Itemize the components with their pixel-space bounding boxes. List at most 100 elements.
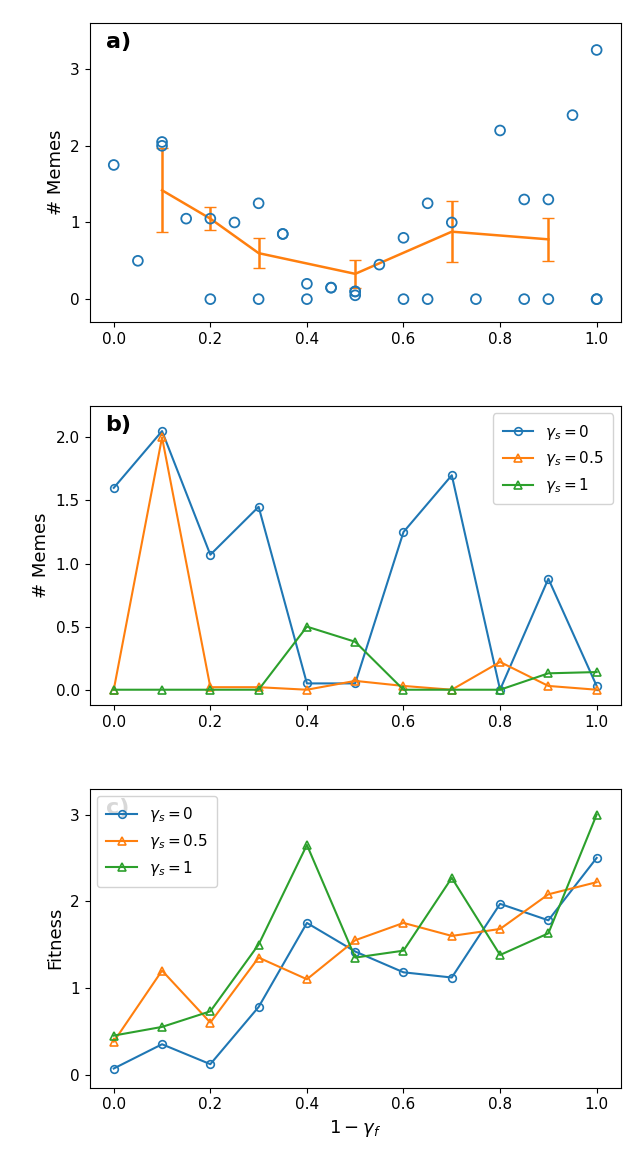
$\gamma_s = 0$ bbox=[207, 547, 214, 561]
$\gamma_s = 0.5$ bbox=[255, 680, 262, 694]
Point bbox=[422, 290, 433, 309]
$\gamma_s = 1$ bbox=[545, 666, 552, 680]
Text: b): b) bbox=[106, 415, 132, 435]
Point bbox=[591, 290, 602, 309]
$\gamma_s = 0.5$ bbox=[545, 887, 552, 901]
$\gamma_s = 1$ bbox=[593, 665, 600, 679]
$\gamma_s = 0$ bbox=[158, 1038, 166, 1052]
$\gamma_s = 0$ bbox=[303, 916, 311, 930]
Point bbox=[519, 290, 529, 309]
$\gamma_s = 1$ bbox=[448, 683, 456, 697]
Point bbox=[398, 290, 408, 309]
$\gamma_s = 0.5$ bbox=[207, 680, 214, 694]
$\gamma_s = 0.5$ bbox=[303, 683, 311, 697]
$\gamma_s = 1$ bbox=[303, 838, 311, 852]
Point bbox=[302, 290, 312, 309]
Point bbox=[157, 133, 167, 152]
$\gamma_s = 0.5$ bbox=[496, 655, 504, 669]
$\gamma_s = 1$ bbox=[158, 1020, 166, 1034]
$\gamma_s = 0.5$ bbox=[399, 679, 407, 693]
$\gamma_s = 1$ bbox=[448, 871, 456, 885]
Point bbox=[568, 106, 578, 125]
$\gamma_s = 0.5$ bbox=[110, 683, 118, 697]
$\gamma_s = 1$ bbox=[496, 948, 504, 961]
$\gamma_s = 1$ bbox=[110, 1029, 118, 1042]
X-axis label: $1 - \gamma_f$: $1 - \gamma_f$ bbox=[329, 1118, 381, 1138]
$\gamma_s = 0$ bbox=[110, 1062, 118, 1076]
Y-axis label: # Memes: # Memes bbox=[47, 130, 65, 215]
$\gamma_s = 0.5$ bbox=[351, 673, 359, 687]
$\gamma_s = 0.5$ bbox=[399, 916, 407, 930]
$\gamma_s = 0.5$ bbox=[351, 934, 359, 948]
Point bbox=[109, 156, 119, 175]
$\gamma_s = 0.5$ bbox=[110, 1034, 118, 1048]
$\gamma_s = 0$ bbox=[110, 481, 118, 495]
$\gamma_s = 0$ bbox=[399, 525, 407, 539]
Point bbox=[471, 290, 481, 309]
$\gamma_s = 0$ bbox=[351, 944, 359, 958]
$\gamma_s = 0$ bbox=[399, 965, 407, 979]
$\gamma_s = 0.5$ bbox=[303, 972, 311, 986]
$\gamma_s = 1$ bbox=[255, 937, 262, 951]
$\gamma_s = 0$ bbox=[496, 683, 504, 697]
Point bbox=[543, 290, 554, 309]
$\gamma_s = 0$ bbox=[448, 469, 456, 482]
Line: $\gamma_s = 1$: $\gamma_s = 1$ bbox=[110, 811, 600, 1039]
Line: $\gamma_s = 1$: $\gamma_s = 1$ bbox=[110, 622, 600, 693]
$\gamma_s = 1$ bbox=[207, 1004, 214, 1018]
Point bbox=[326, 279, 336, 297]
Line: $\gamma_s = 0.5$: $\gamma_s = 0.5$ bbox=[110, 878, 600, 1046]
Point bbox=[157, 137, 167, 155]
$\gamma_s = 0$ bbox=[255, 1000, 262, 1014]
Y-axis label: # Memes: # Memes bbox=[32, 513, 50, 598]
$\gamma_s = 0.5$ bbox=[593, 875, 600, 889]
Y-axis label: Fitness: Fitness bbox=[47, 907, 65, 970]
$\gamma_s = 1$ bbox=[158, 683, 166, 697]
Point bbox=[205, 290, 216, 309]
$\gamma_s = 0.5$ bbox=[545, 679, 552, 693]
Text: a): a) bbox=[106, 32, 131, 52]
Point bbox=[278, 224, 288, 243]
Legend: $\gamma_s = 0$, $\gamma_s = 0.5$, $\gamma_s = 1$: $\gamma_s = 0$, $\gamma_s = 0.5$, $\gamm… bbox=[493, 413, 613, 504]
Point bbox=[398, 229, 408, 248]
Point bbox=[350, 282, 360, 301]
$\gamma_s = 1$ bbox=[351, 635, 359, 649]
$\gamma_s = 0$ bbox=[593, 679, 600, 693]
Line: $\gamma_s = 0$: $\gamma_s = 0$ bbox=[110, 854, 600, 1073]
Point bbox=[302, 274, 312, 293]
$\gamma_s = 1$ bbox=[207, 683, 214, 697]
Legend: $\gamma_s = 0$, $\gamma_s = 0.5$, $\gamma_s = 1$: $\gamma_s = 0$, $\gamma_s = 0.5$, $\gamm… bbox=[97, 796, 217, 886]
Point bbox=[374, 256, 385, 274]
$\gamma_s = 1$ bbox=[593, 808, 600, 821]
$\gamma_s = 0$ bbox=[158, 425, 166, 439]
$\gamma_s = 1$ bbox=[351, 951, 359, 965]
$\gamma_s = 0.5$ bbox=[448, 683, 456, 697]
Point bbox=[253, 290, 264, 309]
Point bbox=[519, 190, 529, 208]
$\gamma_s = 0.5$ bbox=[207, 1016, 214, 1030]
Point bbox=[181, 209, 191, 228]
$\gamma_s = 1$ bbox=[255, 683, 262, 697]
$\gamma_s = 0.5$ bbox=[158, 964, 166, 978]
$\gamma_s = 1$ bbox=[496, 683, 504, 697]
Line: $\gamma_s = 0.5$: $\gamma_s = 0.5$ bbox=[110, 434, 600, 693]
$\gamma_s = 0$ bbox=[545, 572, 552, 585]
$\gamma_s = 1$ bbox=[545, 927, 552, 941]
$\gamma_s = 0.5$ bbox=[448, 929, 456, 943]
Point bbox=[132, 251, 143, 270]
$\gamma_s = 0.5$ bbox=[158, 430, 166, 444]
Point bbox=[591, 40, 602, 59]
Point bbox=[205, 209, 216, 228]
$\gamma_s = 0$ bbox=[303, 677, 311, 691]
Text: c): c) bbox=[106, 797, 129, 818]
Point bbox=[495, 121, 505, 140]
$\gamma_s = 0.5$ bbox=[593, 683, 600, 697]
$\gamma_s = 0$ bbox=[207, 1057, 214, 1071]
Point bbox=[447, 213, 457, 231]
$\gamma_s = 0.5$ bbox=[255, 951, 262, 965]
Point bbox=[326, 279, 336, 297]
$\gamma_s = 1$ bbox=[399, 683, 407, 697]
Line: $\gamma_s = 0$: $\gamma_s = 0$ bbox=[110, 427, 600, 693]
Point bbox=[229, 213, 239, 231]
$\gamma_s = 1$ bbox=[110, 683, 118, 697]
